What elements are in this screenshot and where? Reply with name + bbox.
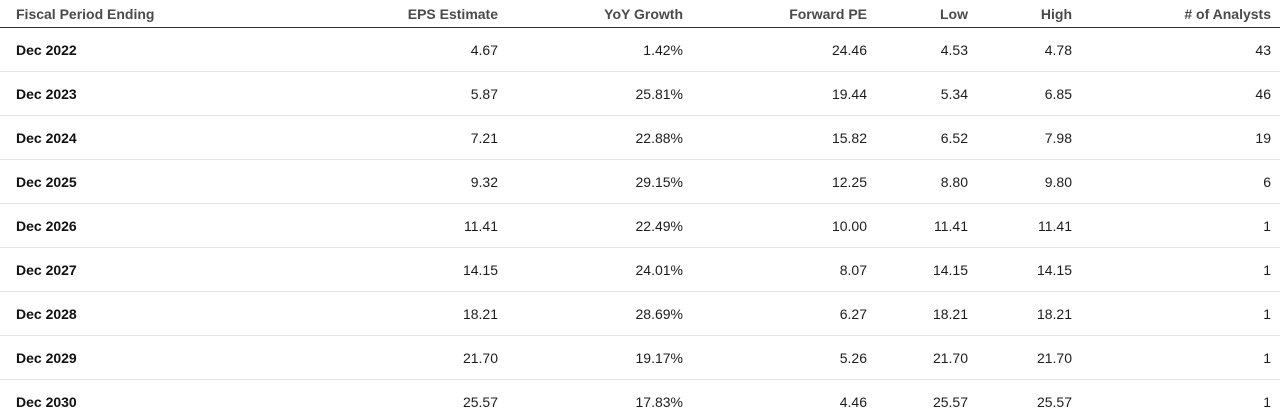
cell-high: 9.80 — [968, 159, 1072, 204]
cell-yoy-growth: 29.15% — [498, 159, 683, 204]
cell-yoy-growth: 22.88% — [498, 115, 683, 160]
estimates-table-body: Dec 2022 4.67 1.42% 24.46 4.53 4.78 43 Dec 2023… — [0, 28, 1280, 416]
cell-yoy-growth: 22.49% — [498, 203, 683, 248]
column-header-yoy-growth: YoY Growth — [498, 0, 683, 28]
cell-forward-pe: 5.26 — [683, 335, 867, 380]
column-header-analysts: # of Analysts — [1072, 0, 1280, 28]
table-row: Dec 2026 11.41 22.49% 10.00 11.41 11.41 1 — [0, 203, 1280, 248]
cell-high: 6.85 — [968, 71, 1072, 116]
cell-period: Dec 2022 — [16, 41, 77, 58]
table-header: Fiscal Period Ending EPS Estimate YoY Gr… — [0, 0, 1280, 28]
cell-analysts: 1 — [1072, 379, 1280, 416]
table-row: Dec 2029 21.70 19.17% 5.26 21.70 21.70 1 — [0, 335, 1280, 380]
cell-forward-pe: 4.46 — [683, 379, 867, 416]
cell-high: 21.70 — [968, 335, 1072, 380]
table-row: Dec 2022 4.67 1.42% 24.46 4.53 4.78 43 — [0, 28, 1280, 72]
cell-analysts: 46 — [1072, 71, 1280, 116]
cell-period: Dec 2027 — [0, 247, 280, 292]
table-row: Dec 2024 7.21 22.88% 15.82 6.52 7.98 19 — [0, 115, 1280, 160]
cell-high: 14.15 — [968, 247, 1072, 292]
cell-forward-pe: 8.07 — [683, 247, 867, 292]
column-header-eps-estimate: EPS Estimate — [280, 0, 498, 28]
cell-yoy-growth: 25.81% — [498, 71, 683, 116]
cell-period: Dec 2024 — [0, 115, 280, 160]
cell-forward-pe: 19.44 — [683, 71, 867, 116]
cell-high: 25.57 — [968, 379, 1072, 416]
cell-eps-estimate: 11.41 — [280, 203, 498, 248]
cell-forward-pe: 6.27 — [683, 291, 867, 336]
cell-analysts: 1 — [1072, 247, 1280, 292]
cell-yoy-growth: 24.01% — [498, 247, 683, 292]
table-row: Dec 2025 9.32 29.15% 12.25 8.80 9.80 6 — [0, 159, 1280, 204]
table-row: Dec 2028 18.21 28.69% 6.27 18.21 18.21 1 — [0, 291, 1280, 336]
cell-eps-estimate: 7.21 — [280, 115, 498, 160]
table-header-row: Fiscal Period Ending EPS Estimate YoY Gr… — [0, 0, 1280, 28]
cell-high: 11.41 — [968, 203, 1072, 248]
cell-low: 6.52 — [867, 115, 968, 160]
cell-period: Dec 2026 — [0, 203, 280, 248]
cell-high: 7.98 — [968, 115, 1072, 160]
column-header-fiscal-period: Fiscal Period Ending — [0, 0, 280, 28]
cell-eps-estimate: 21.70 — [280, 335, 498, 380]
cell-high: 4.78 — [1044, 41, 1072, 58]
cell-period: Dec 2028 — [0, 291, 280, 336]
cell-forward-pe: 12.25 — [683, 159, 867, 204]
column-header-high: High — [968, 0, 1072, 28]
cell-low: 5.34 — [867, 71, 968, 116]
cell-eps-estimate: 14.15 — [280, 247, 498, 292]
cell-analysts: 6 — [1072, 159, 1280, 204]
cell-high: 18.21 — [968, 291, 1072, 336]
cell-period: Dec 2025 — [0, 159, 280, 204]
table-row: Dec 2027 14.15 24.01% 8.07 14.15 14.15 1 — [0, 247, 1280, 292]
cell-low: 4.53 — [940, 41, 968, 58]
cell-yoy-growth: 17.83% — [498, 379, 683, 416]
cell-analysts: 1 — [1072, 335, 1280, 380]
cell-low: 11.41 — [867, 203, 968, 248]
table-row: Dec 2030 25.57 17.83% 4.46 25.57 25.57 1 — [0, 379, 1280, 416]
cell-eps-estimate: 5.87 — [280, 71, 498, 116]
cell-analysts: 43 — [1255, 41, 1271, 58]
cell-period: Dec 2030 — [0, 379, 280, 416]
cell-eps-estimate: 9.32 — [280, 159, 498, 204]
cell-forward-pe: 15.82 — [683, 115, 867, 160]
cell-yoy-growth: 19.17% — [498, 335, 683, 380]
cell-period: Dec 2023 — [0, 71, 280, 116]
cell-low: 8.80 — [867, 159, 968, 204]
cell-yoy-growth: 28.69% — [498, 291, 683, 336]
cell-eps-estimate: 25.57 — [280, 379, 498, 416]
cell-low: 25.57 — [867, 379, 968, 416]
cell-low: 21.70 — [867, 335, 968, 380]
column-header-low: Low — [867, 0, 968, 28]
column-header-forward-pe: Forward PE — [683, 0, 867, 28]
cell-period: Dec 2029 — [0, 335, 280, 380]
cell-low: 14.15 — [867, 247, 968, 292]
cell-forward-pe: 10.00 — [683, 203, 867, 248]
cell-analysts: 19 — [1072, 115, 1280, 160]
cell-eps-estimate: 18.21 — [280, 291, 498, 336]
cell-forward-pe: 24.46 — [831, 41, 867, 58]
cell-analysts: 1 — [1072, 203, 1280, 248]
cell-analysts: 1 — [1072, 291, 1280, 336]
table-row: Dec 2023 5.87 25.81% 19.44 5.34 6.85 46 — [0, 71, 1280, 116]
cell-yoy-growth: 1.42% — [643, 41, 683, 58]
cell-low: 18.21 — [867, 291, 968, 336]
cell-eps-estimate: 4.67 — [470, 41, 498, 58]
